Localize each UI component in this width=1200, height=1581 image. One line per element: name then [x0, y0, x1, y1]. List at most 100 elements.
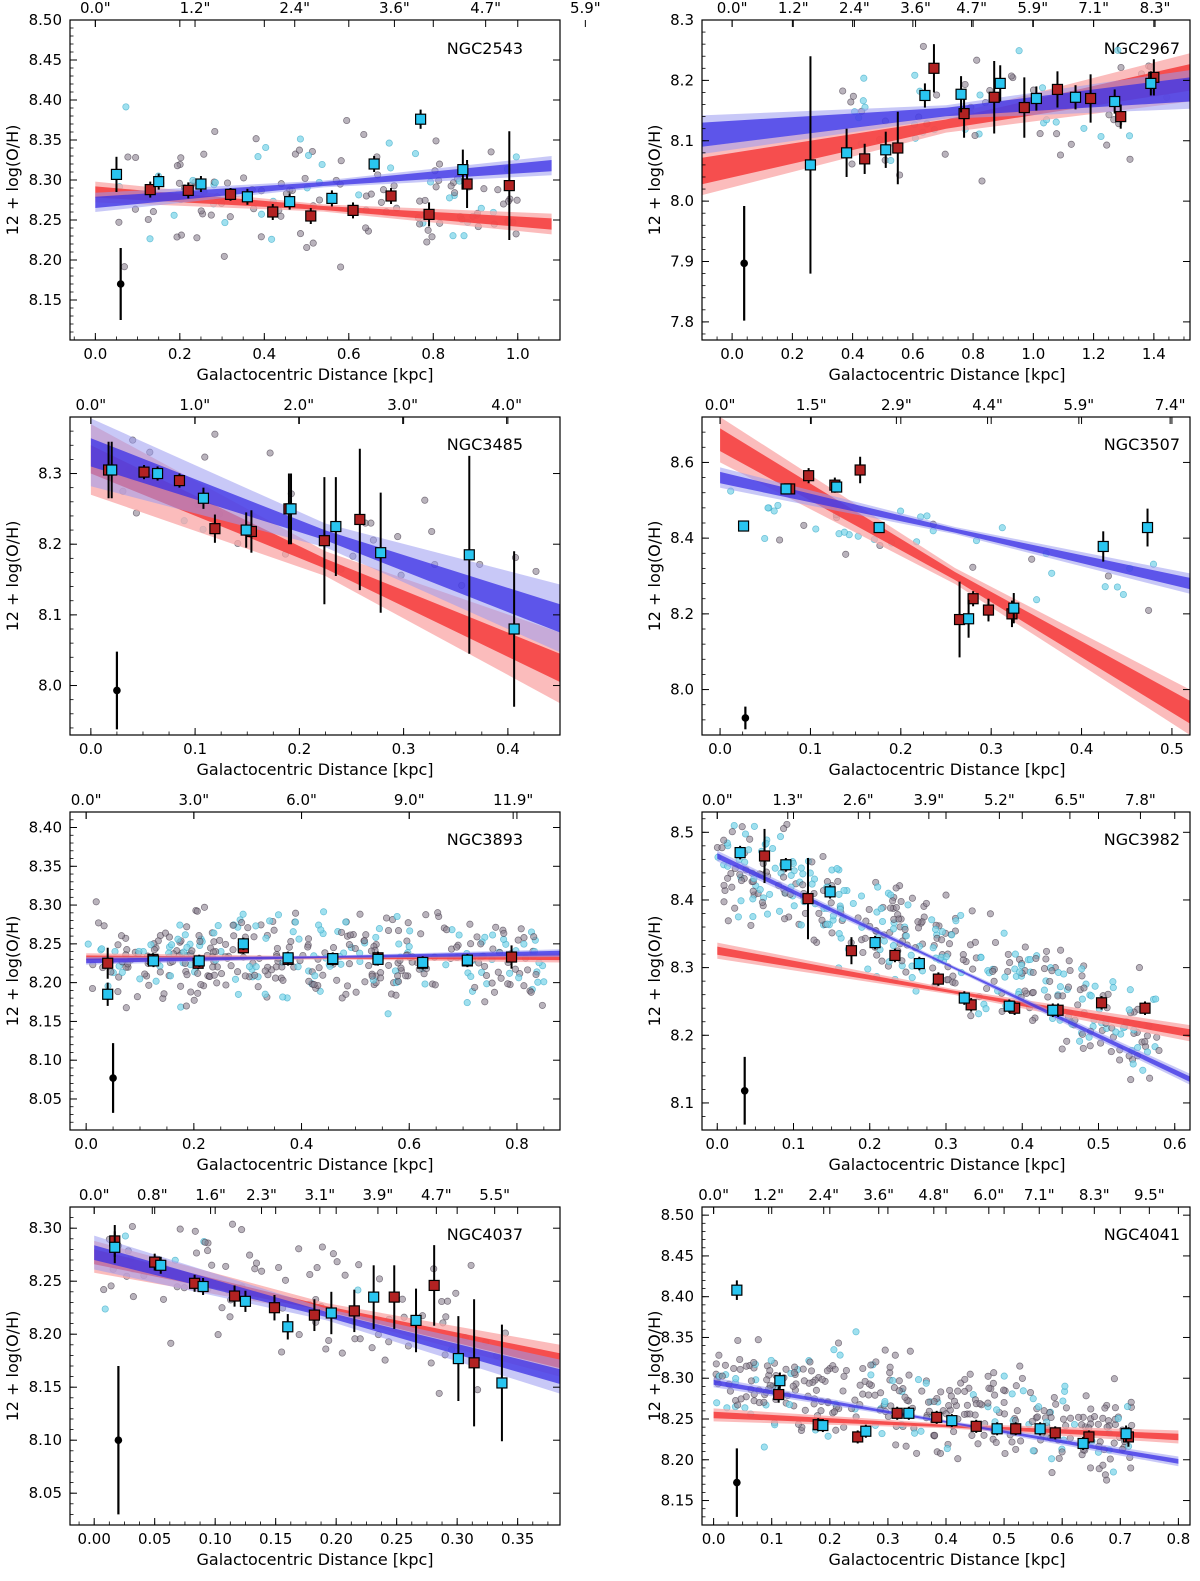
bg-point-cyan: [520, 940, 528, 948]
top-tick-label: 1.2": [180, 0, 211, 17]
bg-point-grey: [1042, 955, 1050, 963]
bg-point-grey: [252, 135, 260, 143]
bg-point-grey: [873, 951, 881, 959]
top-tick-label: 7.1": [1024, 1186, 1055, 1204]
galaxy-label: NGC3507: [1104, 435, 1180, 454]
cyan-binned-point: [1097, 540, 1109, 553]
bg-point-cyan: [311, 972, 319, 980]
bg-point-cyan: [1125, 132, 1134, 140]
cyan-binned-point: [109, 1241, 121, 1253]
bg-point-grey: [1050, 1393, 1058, 1402]
bg-point-grey: [207, 211, 215, 219]
bg-point-grey: [1028, 555, 1036, 563]
top-tick-label: 0.0": [80, 0, 111, 17]
bg-point-grey: [375, 1275, 384, 1283]
bg-point-cyan: [174, 935, 182, 943]
bg-point-grey: [514, 936, 522, 944]
bg-point-grey: [889, 897, 897, 905]
typical-error-point: [109, 1074, 117, 1082]
red-binned-point: [845, 945, 858, 957]
bg-point-grey: [417, 930, 425, 938]
bg-point-cyan: [177, 1003, 185, 1011]
y-tick-label: 7.8: [670, 313, 694, 331]
bg-point-grey: [194, 969, 202, 977]
cyan-binned-point: [151, 467, 164, 480]
bg-point-grey: [734, 1336, 742, 1345]
bg-point-grey: [1127, 1076, 1135, 1084]
bg-point-cyan: [1152, 995, 1160, 1003]
y-tick-label: 8.25: [29, 211, 62, 229]
bg-point-grey: [209, 963, 217, 971]
y-tick-label: 8.15: [29, 1378, 62, 1396]
bg-point-grey: [963, 1401, 971, 1409]
cyan-binned-point: [831, 481, 843, 493]
bg-point-grey: [720, 836, 728, 844]
bg-point-grey: [887, 1402, 895, 1410]
top-tick-label: 8.3": [1140, 0, 1171, 17]
bg-point-grey: [382, 914, 391, 922]
x-tick-label: 0.8: [1166, 1530, 1190, 1548]
y-tick-label: 8.45: [661, 1247, 694, 1265]
cyan-binned-point: [734, 846, 746, 859]
bg-point-cyan: [1048, 569, 1056, 577]
bg-point-cyan: [252, 922, 260, 930]
red-binned-point: [209, 523, 221, 535]
bg-point-cyan: [1048, 1455, 1056, 1463]
bg-point-grey: [731, 904, 739, 912]
bg-point-grey: [971, 938, 979, 946]
bg-point-cyan: [1114, 46, 1122, 54]
red-binned-point: [970, 1420, 982, 1432]
bg-point-grey: [318, 1243, 326, 1251]
top-tick-label: 0.8": [137, 1186, 168, 1204]
bg-point-cyan: [122, 103, 130, 111]
bg-point-grey: [230, 932, 238, 940]
bg-point-cyan: [1112, 1028, 1120, 1036]
cyan-binned-point: [1034, 1423, 1046, 1435]
bg-point-grey: [1040, 1407, 1048, 1415]
bg-point-grey: [424, 226, 432, 234]
bg-point-grey: [1012, 1445, 1020, 1453]
bg-point-grey: [512, 230, 520, 238]
x-tick-label: 0.2: [780, 345, 804, 363]
galaxy-label: NGC4041: [1104, 1225, 1180, 1244]
bg-point-grey: [747, 1377, 755, 1385]
bg-point-grey: [480, 185, 488, 193]
bg-point-cyan: [211, 178, 219, 187]
cyan-binned-point: [1069, 91, 1082, 103]
bg-point-cyan: [221, 219, 229, 227]
bg-point-cyan: [245, 963, 254, 971]
bg-point-cyan: [976, 91, 984, 99]
bg-point-cyan: [442, 961, 450, 969]
bg-point-grey: [1143, 1032, 1151, 1040]
bg-point-cyan: [477, 204, 485, 212]
bg-point-cyan: [881, 1397, 889, 1406]
bg-point-cyan: [904, 901, 912, 909]
bg-point-grey: [961, 1375, 969, 1383]
cyan-binned-point: [463, 549, 475, 561]
bg-point-cyan: [252, 963, 260, 971]
y-axis-label: 12 + log(O/H): [645, 521, 664, 632]
bg-point-grey: [902, 1442, 910, 1450]
bg-point-cyan: [1040, 986, 1048, 994]
bg-point-grey: [1058, 1045, 1066, 1053]
top-tick-label: 3.0": [178, 791, 209, 809]
red-binned-point: [773, 1388, 785, 1401]
bg-point-grey: [343, 116, 351, 125]
bg-point-cyan: [877, 905, 885, 913]
bg-point-grey: [760, 1398, 768, 1406]
bg-point-grey: [724, 917, 732, 925]
bg-point-grey: [466, 920, 474, 928]
bg-point-grey: [1090, 1413, 1099, 1421]
bg-point-grey: [244, 924, 252, 932]
y-tick-label: 8.25: [661, 1410, 694, 1428]
bg-point-grey: [1135, 964, 1143, 972]
bg-point-cyan: [262, 934, 270, 942]
x-tick-label: 0.10: [198, 1530, 231, 1548]
bg-point-grey: [959, 951, 967, 959]
bg-point-grey: [222, 1262, 230, 1270]
panel-ngc3893: NGC3893 12 + log(O/H) Galactocentric Dis…: [3, 791, 561, 1174]
bg-point-grey: [1000, 1386, 1008, 1394]
cyan-binned-point: [240, 524, 252, 536]
bg-point-grey: [229, 946, 237, 954]
bg-point-cyan: [355, 191, 363, 199]
